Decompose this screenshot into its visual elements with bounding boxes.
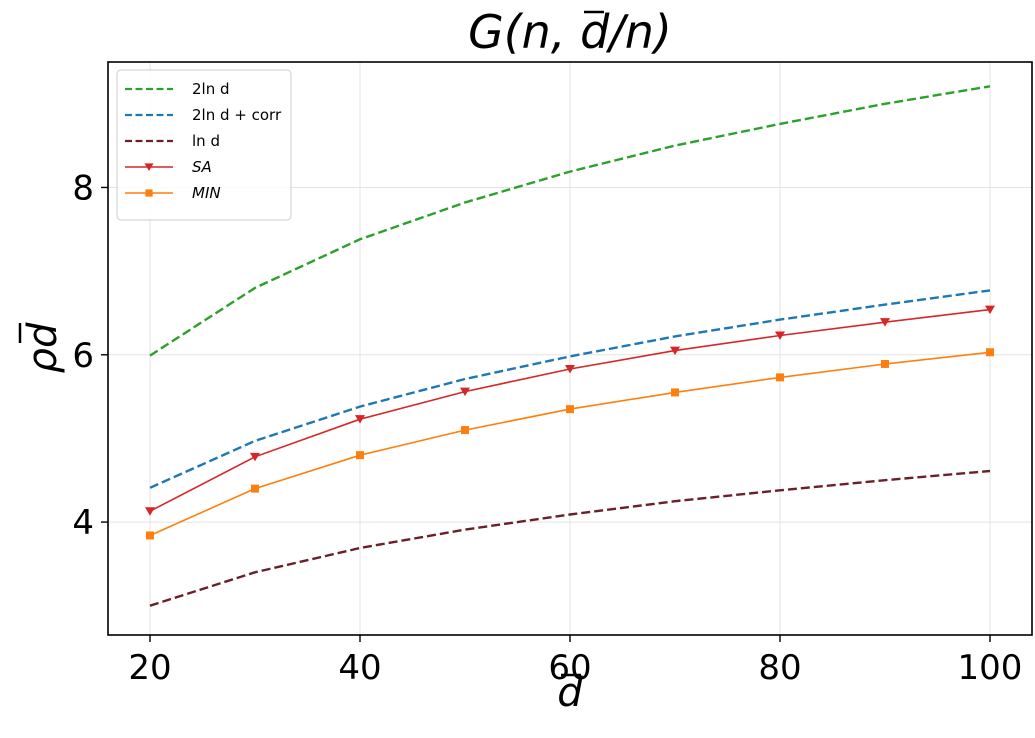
series-ln-d [149, 469, 991, 607]
legend-entry-2ln-d: 2ln d [125, 80, 230, 98]
y-axis-label: ρd [20, 322, 66, 373]
data-point [146, 531, 154, 540]
data-point [460, 387, 470, 397]
x-axis-label: d [557, 670, 583, 716]
data-point [880, 318, 890, 327]
y-tick-label: 8 [72, 168, 94, 208]
data-point [355, 415, 365, 424]
series-line-2ln-d [149, 85, 991, 357]
x-tick-label: 20 [128, 648, 171, 688]
data-point [776, 373, 784, 382]
legend-entries: 2ln d 2ln d + corr ln d SA MIN [125, 80, 282, 202]
series-line-ln-d [149, 469, 991, 607]
legend-entry-ln-d: ln d [125, 132, 220, 150]
series-2ln-d [149, 85, 991, 357]
data-point [565, 364, 575, 374]
data-point [986, 348, 994, 357]
legend-label: MIN [192, 184, 221, 202]
legend-entry-sa: SA [125, 158, 212, 176]
data-point [566, 405, 574, 414]
data-point [356, 451, 364, 460]
data-point [145, 507, 155, 516]
x-tick-label: 60 [548, 648, 591, 688]
series-layer [145, 85, 995, 607]
tick-layer: 20 40 60 80 100 4 6 8 [72, 168, 1022, 688]
data-point [461, 426, 469, 435]
data-point [670, 346, 680, 356]
legend-entry-min: MIN [125, 184, 221, 202]
legend: 2ln d 2ln d + corr ln d SA MIN [116, 69, 292, 221]
data-point [250, 452, 260, 462]
legend-box [116, 69, 292, 221]
legend-label: 2ln d [192, 80, 230, 98]
series-2ln-d-corr [149, 289, 991, 489]
data-point [775, 331, 785, 341]
legend-marker [144, 163, 154, 172]
y-tick-label: 6 [72, 336, 94, 376]
series-sa [145, 305, 995, 516]
legend-label: ln d [192, 132, 220, 150]
data-point [881, 359, 889, 368]
data-point [671, 388, 679, 397]
legend-label: 2ln d + corr [192, 106, 282, 124]
legend-entry-2ln-d-corr: 2ln d + corr [125, 106, 282, 124]
series-min [146, 348, 994, 540]
legend-marker [145, 189, 153, 197]
x-tick-label: 40 [338, 648, 381, 688]
x-tick-label: 80 [758, 648, 801, 688]
series-line-2ln-d-corr [149, 289, 991, 489]
x-tick-label: 100 [958, 648, 1023, 688]
data-point [251, 484, 259, 493]
y-tick-label: 4 [72, 503, 94, 543]
chart-title: G(n, d/n) [468, 5, 672, 59]
data-point [985, 305, 995, 315]
legend-label: SA [192, 158, 212, 176]
